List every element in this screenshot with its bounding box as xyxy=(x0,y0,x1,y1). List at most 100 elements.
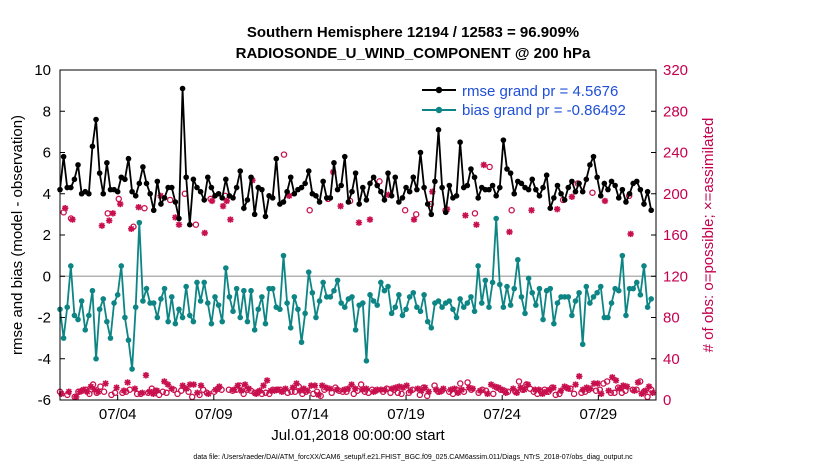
bias-point xyxy=(208,320,215,327)
rmse-point xyxy=(89,143,96,150)
obs-assimilated-point xyxy=(256,387,263,394)
bias-point xyxy=(259,294,265,300)
obs-assimilated-point xyxy=(535,386,543,393)
rmse-point xyxy=(468,166,474,172)
obs-assimilated-point xyxy=(234,382,241,389)
obs-possible-point xyxy=(401,206,409,214)
obs-assimilated-point xyxy=(319,382,326,389)
obs-possible-point xyxy=(570,390,578,398)
rmse-point xyxy=(511,190,518,197)
bias-point xyxy=(475,263,481,269)
y-tick-label: -6 xyxy=(38,392,51,409)
rmse-point xyxy=(489,182,496,189)
rmse-point xyxy=(147,190,153,197)
obs-possible-point xyxy=(471,210,479,217)
legend-marker-bias xyxy=(435,106,443,114)
y-tick-right-label: 320 xyxy=(663,62,688,79)
rmse-point xyxy=(536,193,543,199)
bias-point xyxy=(597,283,604,290)
obs-assimilated-point xyxy=(344,385,352,392)
bias-point xyxy=(183,283,189,290)
bias-point xyxy=(352,327,359,333)
obs-possible-point xyxy=(159,388,167,395)
rmse-point xyxy=(60,153,67,160)
bias-point xyxy=(165,318,171,325)
bias-point xyxy=(204,300,211,306)
obs-assimilated-point xyxy=(502,389,510,396)
obs-assimilated-point xyxy=(579,386,587,393)
bias-point xyxy=(605,314,611,321)
obs-assimilated-point xyxy=(531,386,539,393)
y-tick-label: -2 xyxy=(38,310,51,327)
bias-point xyxy=(262,320,269,327)
bias-point xyxy=(269,285,276,292)
obs-assimilated-point xyxy=(407,387,414,394)
obs-assimilated-point xyxy=(278,388,286,395)
obs-assimilated-point xyxy=(179,382,186,389)
obs-assimilated-point xyxy=(601,197,609,205)
bias-point xyxy=(417,308,424,315)
rmse-point xyxy=(132,193,139,199)
y-tick-label: 2 xyxy=(43,227,51,244)
rmse-point xyxy=(140,164,146,170)
obs-assimilated-point xyxy=(348,381,355,388)
obs-assimilated-point xyxy=(175,221,183,228)
bias-point xyxy=(608,300,615,306)
obs-possible-point xyxy=(104,210,111,217)
bias-point xyxy=(396,292,402,298)
bias-point xyxy=(547,285,554,292)
obs-assimilated-point xyxy=(333,386,341,393)
bias-point xyxy=(255,306,262,313)
y-tick-right-label: 280 xyxy=(663,103,688,120)
x-tick-label: 07/24 xyxy=(483,406,521,423)
rmse-point xyxy=(446,182,453,189)
obs-assimilated-point xyxy=(528,207,535,214)
rmse-point xyxy=(143,180,150,187)
obs-assimilated-point xyxy=(590,380,598,387)
rmse-point xyxy=(136,180,143,187)
bias-point xyxy=(125,337,132,343)
obs-assimilated-point xyxy=(172,214,179,221)
obs-assimilated-point xyxy=(80,386,87,393)
bias-point xyxy=(212,294,218,300)
bias-point xyxy=(360,300,366,306)
bias-point xyxy=(287,325,294,331)
rmse-point xyxy=(370,174,377,181)
obs-assimilated-point xyxy=(539,390,546,398)
bias-point xyxy=(237,314,244,321)
obs-assimilated-point xyxy=(355,219,363,226)
obs-assimilated-point xyxy=(476,387,484,394)
rmse-point xyxy=(547,205,554,211)
obs-assimilated-point xyxy=(634,379,642,386)
x-tick-label: 07/29 xyxy=(580,406,618,423)
obs-assimilated-point xyxy=(84,388,91,395)
bias-point xyxy=(64,304,71,310)
obs-assimilated-point xyxy=(322,384,330,391)
rmse-point xyxy=(641,201,647,207)
obs-assimilated-point xyxy=(293,380,300,387)
rmse-point xyxy=(114,188,121,195)
rmse-point xyxy=(269,195,276,201)
bias-point xyxy=(482,277,489,284)
obs-assimilated-point xyxy=(216,383,223,390)
obs-assimilated-point xyxy=(421,384,429,391)
rmse-point xyxy=(496,184,503,191)
obs-assimilated-point xyxy=(168,385,175,392)
rmse-point xyxy=(179,85,186,92)
rmse-point xyxy=(259,186,265,193)
bias-point xyxy=(251,327,258,333)
rmse-point xyxy=(608,178,615,185)
bias-point xyxy=(363,358,370,364)
bias-point xyxy=(385,283,391,290)
obs-assimilated-point xyxy=(98,222,106,229)
obs-assimilated-point xyxy=(128,225,135,233)
obs-assimilated-point xyxy=(260,382,267,389)
rmse-point xyxy=(414,186,420,193)
bias-point xyxy=(158,296,164,302)
rmse-point xyxy=(648,207,654,214)
rmse-point xyxy=(161,195,168,201)
obs-assimilated-point xyxy=(473,221,480,228)
rmse-point xyxy=(388,193,395,199)
rmse-point xyxy=(551,195,557,201)
bias-point xyxy=(551,320,557,327)
